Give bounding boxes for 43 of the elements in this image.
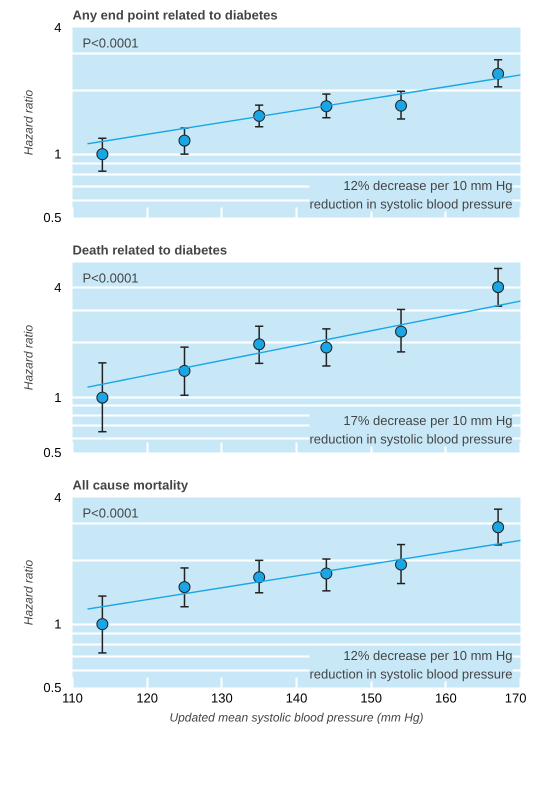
x-tick-label: 170 — [504, 690, 527, 706]
y-tick-label: 0.5 — [43, 445, 62, 460]
point — [492, 281, 504, 294]
y-tick-label: 0.5 — [43, 210, 62, 225]
chart-title: Death related to diabetes — [72, 242, 228, 258]
y-tick-label: 4 — [54, 280, 62, 296]
x-axis-title: Updated mean systolic blood pressure (mm Hg) — [169, 710, 424, 724]
point — [96, 148, 108, 160]
y-axis-title: Hazard ratio — [21, 559, 36, 626]
annotation: 12% decrease per 10 mm Hg reduction in systolic blood pressure — [309, 178, 513, 212]
point — [492, 521, 504, 534]
point — [492, 68, 504, 80]
point — [395, 100, 408, 112]
point — [96, 392, 108, 404]
chart-title: Any end point related to diabetes — [72, 8, 278, 22]
point — [253, 338, 266, 350]
annotation: 17% decrease per 10 mm Hg reduction in systolic blood pressure — [309, 412, 513, 446]
y-axis-title: Hazard ratio — [21, 324, 36, 390]
chart-title: All cause mortality — [72, 478, 189, 492]
point — [178, 581, 190, 594]
x-tick-label: 130 — [210, 690, 233, 706]
y-tick-label: 1 — [54, 616, 62, 632]
y-tick-label: 0.5 — [43, 680, 62, 695]
y-axis-title: Hazard ratio — [21, 89, 36, 156]
y-tick-label: 1 — [54, 146, 62, 162]
x-tick-label: 140 — [286, 690, 308, 706]
annotation: P<0.0001 — [82, 270, 139, 286]
annotation: P<0.0001 — [82, 506, 139, 520]
point — [395, 326, 408, 338]
x-tick-label: 120 — [136, 690, 158, 706]
y-tick-label: 1 — [54, 390, 62, 406]
x-tick-label: 110 — [62, 690, 83, 706]
y-tick-label: 4 — [54, 490, 62, 505]
annotation: P<0.0001 — [82, 36, 139, 50]
x-tick-label: 150 — [360, 690, 382, 706]
point — [96, 618, 108, 630]
y-tick-label: 4 — [54, 20, 62, 35]
point — [395, 558, 408, 571]
point — [178, 134, 190, 147]
point — [253, 571, 266, 584]
x-tick-label: 160 — [434, 690, 457, 706]
point — [320, 342, 332, 354]
annotation: 12% decrease per 10 mm Hg reduction in systolic blood pressure — [309, 648, 513, 682]
